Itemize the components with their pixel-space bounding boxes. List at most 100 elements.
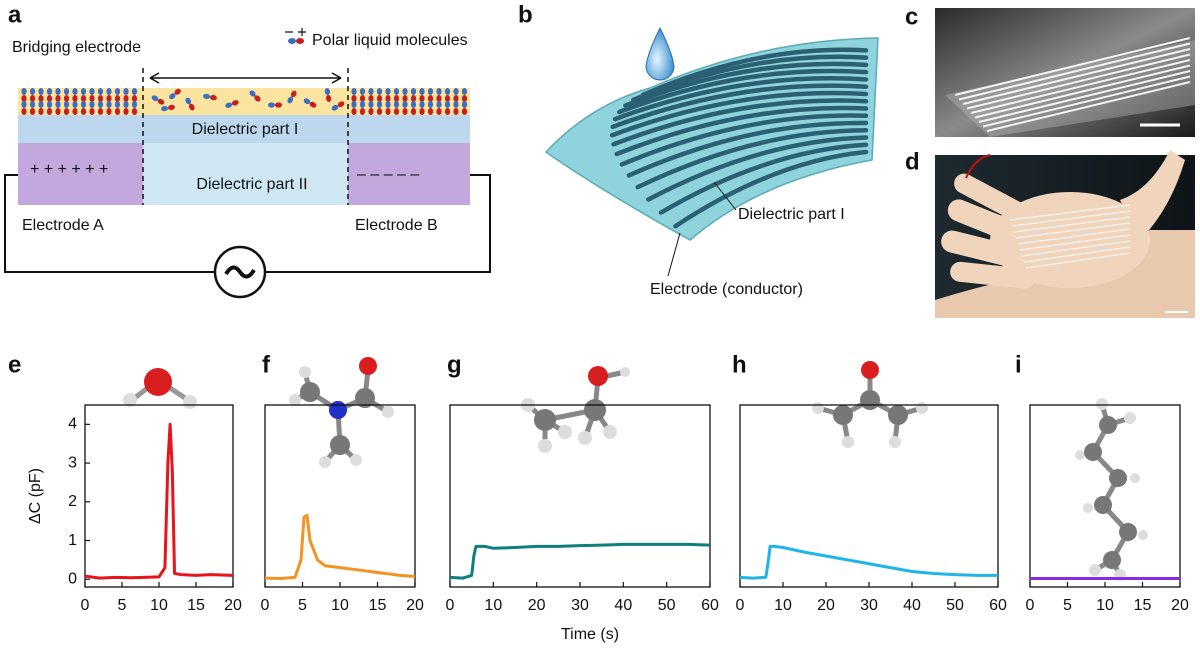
atom xyxy=(38,101,44,108)
atom xyxy=(106,88,112,95)
photo-line xyxy=(970,59,1191,114)
molecule xyxy=(225,100,239,108)
atom xyxy=(21,95,27,102)
atom xyxy=(225,102,233,108)
atom xyxy=(21,108,27,115)
photo-line xyxy=(1015,222,1131,239)
electrode-stripe xyxy=(614,105,869,157)
x-tick-label: 5 xyxy=(118,597,127,614)
atom xyxy=(185,97,192,105)
atom xyxy=(72,88,78,95)
panel-label: c xyxy=(905,3,918,30)
x-tick-label: 20 xyxy=(1171,597,1189,614)
atom xyxy=(444,88,451,95)
x-tick-label: 20 xyxy=(224,597,242,614)
atom xyxy=(97,95,104,102)
molecule xyxy=(385,88,391,102)
atom xyxy=(419,95,425,102)
molecule xyxy=(249,90,261,102)
atom xyxy=(97,101,104,108)
molecule xyxy=(268,102,282,108)
leader xyxy=(713,181,737,211)
label: Electrode (conductor) xyxy=(650,281,803,298)
atom xyxy=(151,95,159,102)
atom xyxy=(114,88,121,95)
atom xyxy=(72,101,78,108)
molecule xyxy=(368,101,374,115)
molecule-dmf xyxy=(289,357,394,468)
atom xyxy=(359,95,366,102)
atom xyxy=(131,101,138,108)
atom xyxy=(402,108,408,115)
x-tick-label: 0 xyxy=(446,597,455,614)
ac-symbol xyxy=(224,265,256,279)
molecule xyxy=(131,88,138,102)
molecule xyxy=(123,88,129,102)
x-tick-label: 20 xyxy=(817,597,835,614)
panel-label: g xyxy=(447,351,462,378)
atom xyxy=(174,88,181,95)
atom xyxy=(97,88,104,95)
atom xyxy=(38,108,44,115)
photo-line xyxy=(1011,210,1131,227)
molecule xyxy=(287,90,297,104)
electrode-b xyxy=(348,143,470,205)
electrode-stripe xyxy=(646,135,869,202)
atom xyxy=(80,88,87,95)
molecule xyxy=(29,88,36,102)
atom xyxy=(131,108,138,115)
atom xyxy=(351,108,357,115)
molecule xyxy=(80,101,87,115)
y-tick-label: 2 xyxy=(68,493,77,510)
atom xyxy=(63,108,70,115)
molecule xyxy=(410,101,417,115)
molecule-hexane xyxy=(1075,398,1148,581)
atom xyxy=(72,108,78,115)
atom xyxy=(89,88,95,95)
atom xyxy=(63,95,70,102)
atom xyxy=(461,88,468,95)
charge: + + + + + + xyxy=(30,161,108,178)
molecule xyxy=(203,93,217,101)
molecule xyxy=(106,88,112,102)
atom xyxy=(29,95,36,102)
x-tick-label: 10 xyxy=(150,597,168,614)
y-axis-label: ΔC (pF) xyxy=(27,468,44,524)
data-line xyxy=(84,422,234,580)
electrode-stripe xyxy=(658,142,869,215)
x-tick-label: 5 xyxy=(1063,597,1072,614)
electrode-stripe xyxy=(623,61,869,108)
molecule xyxy=(38,101,44,115)
atom xyxy=(63,101,70,108)
photo-line xyxy=(1017,228,1131,245)
atom xyxy=(351,95,357,102)
x-tick-label: 10 xyxy=(331,597,349,614)
droplet xyxy=(645,26,675,81)
atom xyxy=(385,108,391,115)
molecule xyxy=(72,101,78,115)
atom xyxy=(188,103,195,111)
molecule xyxy=(385,101,391,115)
molecule xyxy=(376,88,383,102)
panel-label: f xyxy=(262,351,271,378)
atom xyxy=(368,108,374,115)
molecule xyxy=(351,101,357,115)
molecule xyxy=(393,101,400,115)
molecule xyxy=(46,101,53,115)
x-tick-label: 50 xyxy=(946,597,964,614)
photo-line xyxy=(1021,240,1131,257)
label: Electrode B xyxy=(355,217,438,234)
x-tick-label: 20 xyxy=(528,597,546,614)
atom xyxy=(453,108,459,115)
y-tick-label: 3 xyxy=(68,454,77,471)
panel-label: a xyxy=(8,1,22,28)
photo-line xyxy=(1019,234,1131,251)
atom xyxy=(268,102,275,108)
label: Dielectric part I xyxy=(738,206,845,223)
label: Bridging electrode xyxy=(12,39,141,56)
atom xyxy=(453,95,459,102)
molecules xyxy=(21,88,468,115)
molecule xyxy=(402,88,408,102)
molecule xyxy=(427,101,434,115)
atom xyxy=(324,88,331,96)
